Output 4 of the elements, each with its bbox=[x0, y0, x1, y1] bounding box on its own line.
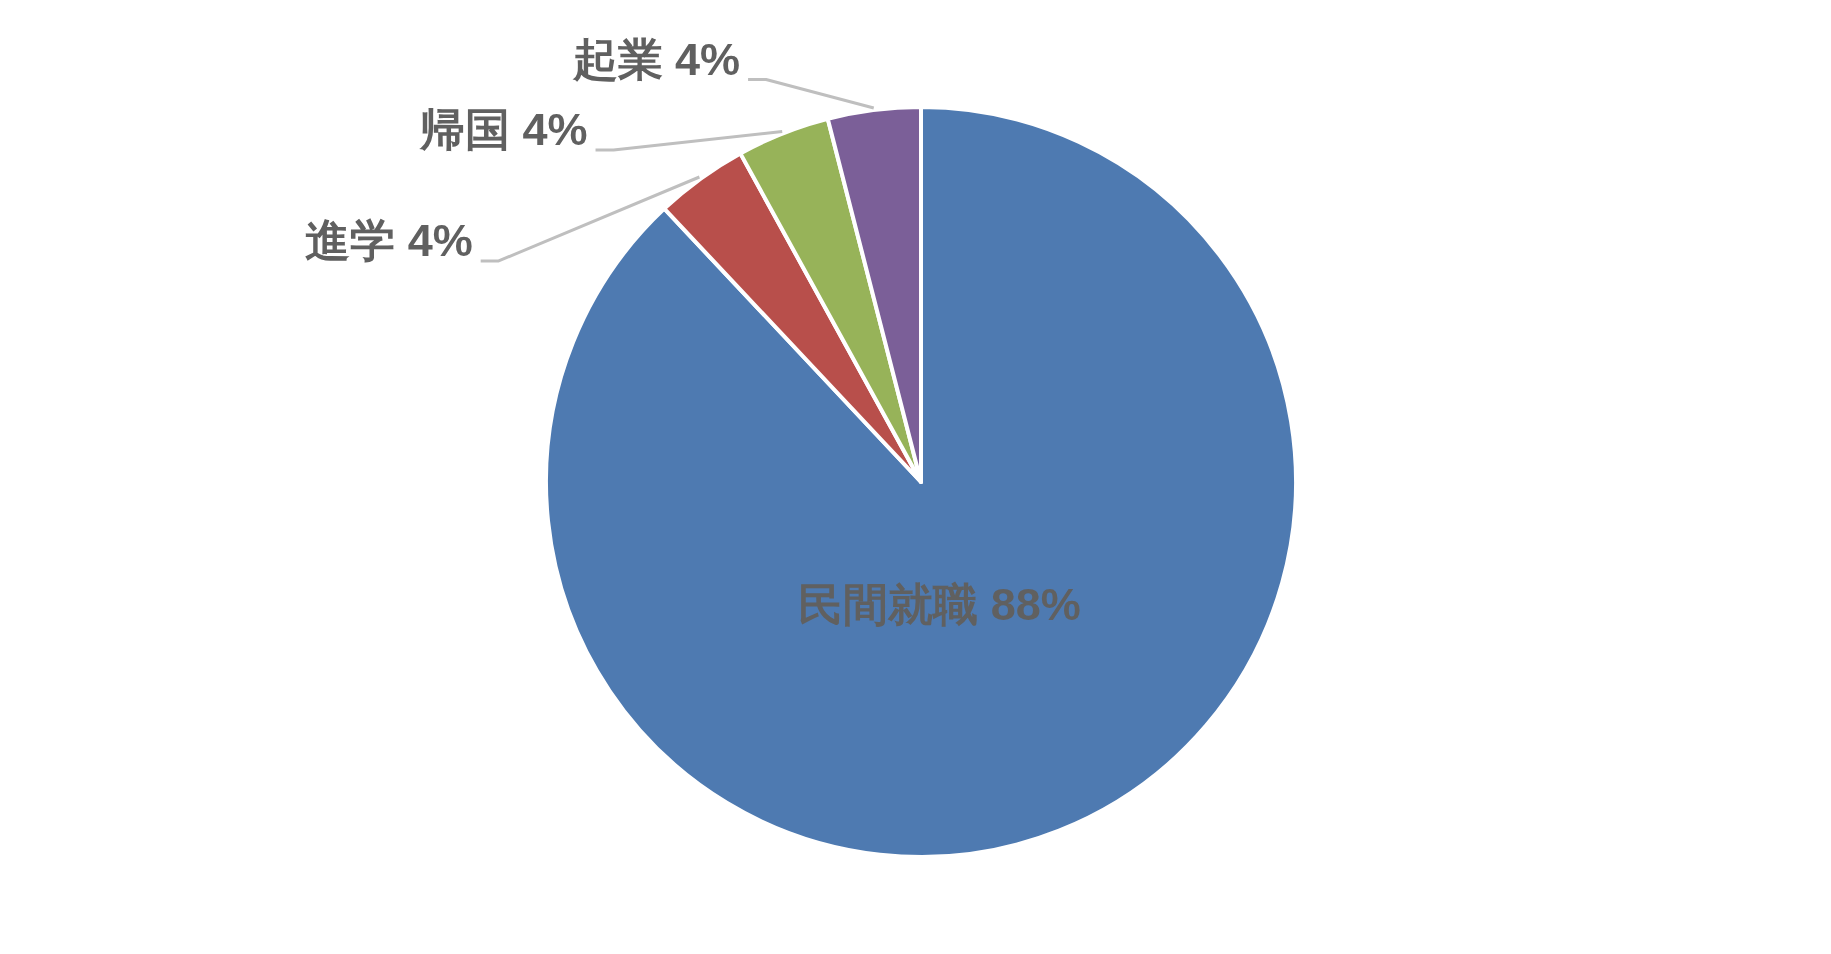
slice-label: 起業 4% bbox=[571, 34, 741, 86]
slice-label: 民間就職 88% bbox=[798, 578, 1081, 630]
slice-label: 帰国 4% bbox=[418, 104, 588, 156]
slice-label: 進学 4% bbox=[305, 215, 473, 267]
